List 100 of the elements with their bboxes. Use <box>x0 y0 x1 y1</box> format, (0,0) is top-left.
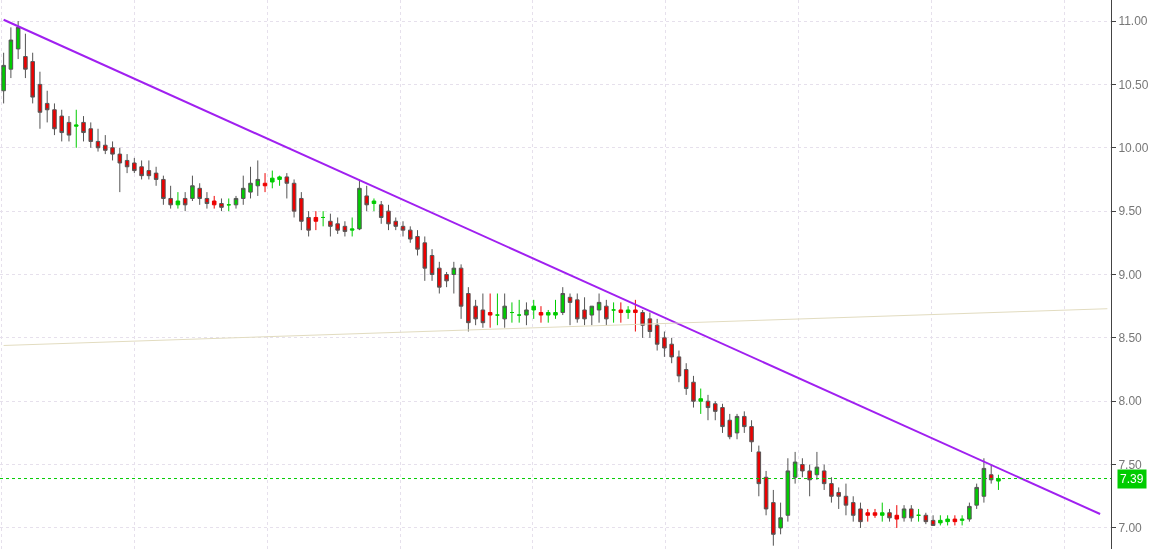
candlestick <box>248 166 253 199</box>
candlestick <box>596 293 602 324</box>
candlestick <box>712 400 718 421</box>
candlestick <box>575 293 580 324</box>
candlestick <box>8 26 14 79</box>
candlestick <box>124 153 130 174</box>
candlestick <box>531 299 536 320</box>
candlestick <box>836 486 841 510</box>
candlestick <box>1 52 6 104</box>
candlestick <box>444 271 449 288</box>
candlestick <box>23 33 28 79</box>
candlestick <box>328 213 333 237</box>
candlestick <box>691 375 696 409</box>
candlestick <box>299 191 304 231</box>
y-tick-label: 9.50 <box>1118 204 1143 219</box>
candlestick <box>553 299 558 320</box>
candlestick <box>879 502 885 523</box>
candlestick <box>415 229 420 256</box>
candlestick <box>771 489 776 547</box>
candlestick <box>778 502 783 535</box>
candlestick <box>226 197 232 212</box>
candlestick <box>342 220 348 237</box>
candlestick <box>52 102 57 136</box>
candlestick <box>611 301 616 324</box>
candlestick <box>262 172 268 193</box>
candlestick <box>625 305 631 320</box>
candlestick <box>175 191 181 210</box>
candlestick <box>502 293 507 329</box>
candlestick <box>843 483 849 516</box>
candlestick <box>734 413 740 440</box>
candlestick <box>698 388 704 415</box>
candlestick <box>894 504 900 529</box>
candlestick <box>589 305 595 326</box>
candlestick <box>858 502 863 529</box>
candlestick <box>538 305 544 324</box>
candlestick <box>204 191 210 210</box>
candlestick <box>669 337 674 364</box>
candlestick <box>923 512 929 525</box>
candlestick <box>633 299 638 333</box>
candlestick <box>306 210 311 237</box>
y-tick-label: 7.00 <box>1118 521 1143 536</box>
candlestick <box>240 175 246 206</box>
candlestick <box>437 261 442 295</box>
candlestick <box>81 115 86 142</box>
candlestick <box>95 128 101 153</box>
candlestick <box>429 248 435 282</box>
candlestick <box>829 476 834 504</box>
candlestick <box>132 157 137 174</box>
candlestick <box>807 464 812 497</box>
candlestick <box>88 121 94 149</box>
candlestick <box>952 514 958 526</box>
candlestick <box>959 514 965 526</box>
y-tick-label: 9.00 <box>1118 267 1143 282</box>
candlestick <box>930 514 936 526</box>
candlestick <box>458 263 464 320</box>
candlestick <box>270 170 275 189</box>
candlestick <box>705 394 711 421</box>
candlestick <box>30 52 35 104</box>
candlestick <box>727 413 733 440</box>
candlestick <box>974 483 979 510</box>
candlestick <box>720 403 725 434</box>
candlestick <box>146 159 152 180</box>
candlestick <box>161 175 166 206</box>
candlestick <box>865 508 871 523</box>
candlestick <box>480 293 486 329</box>
candlestick <box>233 195 239 210</box>
candlestick <box>349 216 355 237</box>
candlestick <box>487 293 493 329</box>
candlestick <box>357 178 362 231</box>
candlestick <box>320 210 326 227</box>
candlestick <box>378 200 384 225</box>
candlestick <box>654 318 660 352</box>
candlestick <box>473 299 478 326</box>
candlestick <box>44 90 50 123</box>
candlestick <box>872 508 878 519</box>
candlestick <box>110 140 115 161</box>
candlestick <box>451 261 457 295</box>
candlestick <box>945 514 950 526</box>
candlestick <box>73 109 79 149</box>
candlestick <box>153 166 159 187</box>
candlestick <box>364 185 369 212</box>
candlestick <box>139 159 144 180</box>
candlestick <box>901 504 907 523</box>
candlestick <box>756 445 762 497</box>
candlestick <box>800 457 805 478</box>
candlestick <box>763 470 769 516</box>
candlestick <box>103 134 108 155</box>
candlestick <box>59 109 64 142</box>
candlestick <box>291 178 297 218</box>
candlestick <box>313 210 319 231</box>
candlestick <box>938 514 943 526</box>
candlestick <box>335 216 340 235</box>
candlestick <box>182 191 188 212</box>
candlestick <box>909 504 914 523</box>
candlestick <box>604 299 609 326</box>
candlestick <box>386 204 391 231</box>
candlestick <box>277 175 282 187</box>
candlestick <box>466 286 471 333</box>
candlestick <box>407 225 413 244</box>
y-tick-label: 7.50 <box>1118 457 1143 472</box>
